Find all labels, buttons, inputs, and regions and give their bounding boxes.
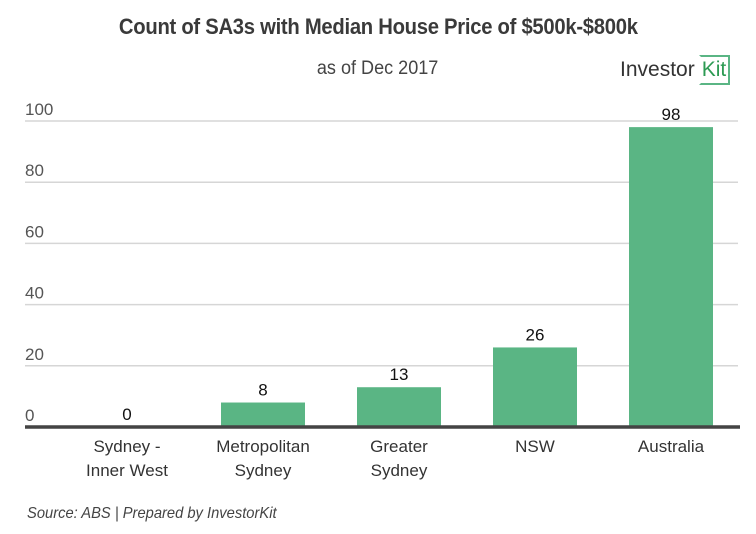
x-tick-label: Sydney: [371, 461, 428, 480]
x-tick-label: NSW: [515, 437, 555, 456]
x-tick-label: Greater: [370, 437, 428, 456]
y-tick-labels: 0 20 40 60 80 100: [25, 100, 53, 425]
y-tick-label: 100: [25, 100, 53, 119]
bar: [221, 402, 305, 427]
x-tick-label: Sydney: [235, 461, 292, 480]
gridlines: [25, 120, 738, 367]
logo-kit-icon: Kit: [698, 55, 731, 85]
data-label: 8: [258, 381, 267, 400]
y-tick-label: 20: [25, 345, 44, 364]
data-label: 26: [526, 325, 545, 344]
bars: [221, 127, 713, 428]
x-tick-label: Sydney -: [93, 437, 160, 456]
data-label: 0: [122, 405, 131, 424]
y-tick-label: 40: [25, 284, 44, 303]
y-tick-label: 80: [25, 161, 44, 180]
x-tick-label: Metropolitan: [216, 437, 310, 456]
y-tick-label: 60: [25, 222, 44, 241]
bar: [629, 127, 713, 428]
chart-title: Count of SA3s with Median House Price of…: [118, 14, 638, 39]
x-tick-label: Inner West: [86, 461, 168, 480]
bar: [357, 387, 441, 427]
data-label: 13: [390, 365, 409, 384]
logo-word: Investor: [620, 58, 695, 81]
investorkit-logo: Investor Kit: [620, 55, 731, 85]
y-tick-label: 0: [25, 406, 34, 425]
x-tick-label: Australia: [638, 437, 705, 456]
chart-subtitle: as of Dec 2017: [316, 58, 439, 79]
bar: [493, 347, 577, 427]
source-note: Source: ABS | Prepared by InvestorKit: [27, 505, 277, 522]
data-label: 98: [662, 105, 681, 124]
x-tick-labels: Sydney - Inner West Metropolitan Sydney Grea…: [86, 437, 705, 480]
data-labels: 0 8 13 26 98: [122, 105, 680, 424]
